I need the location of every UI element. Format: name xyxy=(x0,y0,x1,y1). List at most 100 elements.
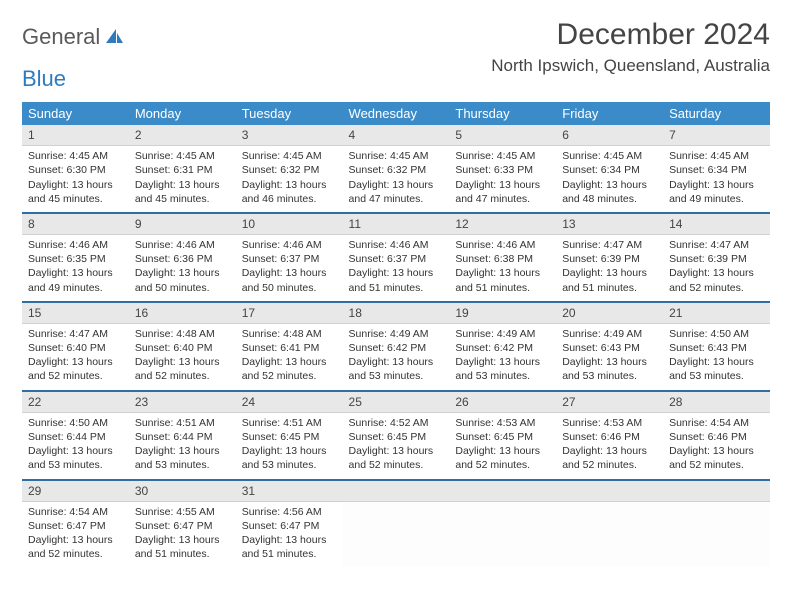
calendar-cell: 22Sunrise: 4:50 AMSunset: 6:44 PMDayligh… xyxy=(22,391,129,480)
daylight-text: Daylight: 13 hours and 51 minutes. xyxy=(242,533,337,561)
calendar-cell: 21Sunrise: 4:50 AMSunset: 6:43 PMDayligh… xyxy=(663,302,770,391)
day-number: 28 xyxy=(663,392,770,413)
daylight-text: Daylight: 13 hours and 46 minutes. xyxy=(242,178,337,206)
sunrise-text: Sunrise: 4:45 AM xyxy=(135,149,230,163)
brand-logo: General xyxy=(22,18,124,50)
sunset-text: Sunset: 6:40 PM xyxy=(135,341,230,355)
daylight-text: Daylight: 13 hours and 53 minutes. xyxy=(349,355,444,383)
day-number: 14 xyxy=(663,214,770,235)
daylight-text: Daylight: 13 hours and 47 minutes. xyxy=(349,178,444,206)
dayheader-fri: Friday xyxy=(556,102,663,125)
day-body: Sunrise: 4:45 AMSunset: 6:30 PMDaylight:… xyxy=(22,146,129,212)
daylight-text: Daylight: 13 hours and 52 minutes. xyxy=(135,355,230,383)
sunrise-text: Sunrise: 4:52 AM xyxy=(349,416,444,430)
calendar-cell: 9Sunrise: 4:46 AMSunset: 6:36 PMDaylight… xyxy=(129,213,236,302)
day-number: 15 xyxy=(22,303,129,324)
sunrise-text: Sunrise: 4:48 AM xyxy=(242,327,337,341)
daylight-text: Daylight: 13 hours and 53 minutes. xyxy=(562,355,657,383)
calendar-cell: 19Sunrise: 4:49 AMSunset: 6:42 PMDayligh… xyxy=(449,302,556,391)
day-number: 13 xyxy=(556,214,663,235)
day-body: Sunrise: 4:47 AMSunset: 6:39 PMDaylight:… xyxy=(663,235,770,301)
day-number: 23 xyxy=(129,392,236,413)
day-body: Sunrise: 4:50 AMSunset: 6:43 PMDaylight:… xyxy=(663,324,770,390)
day-body: Sunrise: 4:48 AMSunset: 6:40 PMDaylight:… xyxy=(129,324,236,390)
sunset-text: Sunset: 6:36 PM xyxy=(135,252,230,266)
sunset-text: Sunset: 6:38 PM xyxy=(455,252,550,266)
daylight-text: Daylight: 13 hours and 45 minutes. xyxy=(135,178,230,206)
sunrise-text: Sunrise: 4:53 AM xyxy=(455,416,550,430)
daylight-text: Daylight: 13 hours and 51 minutes. xyxy=(455,266,550,294)
calendar-cell: 30Sunrise: 4:55 AMSunset: 6:47 PMDayligh… xyxy=(129,480,236,568)
sunset-text: Sunset: 6:32 PM xyxy=(242,163,337,177)
daylight-text: Daylight: 13 hours and 45 minutes. xyxy=(28,178,123,206)
sunrise-text: Sunrise: 4:46 AM xyxy=(455,238,550,252)
day-body: Sunrise: 4:46 AMSunset: 6:38 PMDaylight:… xyxy=(449,235,556,301)
daylight-text: Daylight: 13 hours and 52 minutes. xyxy=(28,355,123,383)
sunrise-text: Sunrise: 4:49 AM xyxy=(455,327,550,341)
sunrise-text: Sunrise: 4:46 AM xyxy=(349,238,444,252)
daylight-text: Daylight: 13 hours and 52 minutes. xyxy=(562,444,657,472)
day-number: 17 xyxy=(236,303,343,324)
dayheader-wed: Wednesday xyxy=(343,102,450,125)
day-number: 1 xyxy=(22,125,129,146)
daylight-text: Daylight: 13 hours and 52 minutes. xyxy=(669,444,764,472)
day-number: 24 xyxy=(236,392,343,413)
empty-body xyxy=(663,502,770,560)
sunrise-text: Sunrise: 4:45 AM xyxy=(242,149,337,163)
calendar-cell: 31Sunrise: 4:56 AMSunset: 6:47 PMDayligh… xyxy=(236,480,343,568)
sunrise-text: Sunrise: 4:45 AM xyxy=(349,149,444,163)
calendar-cell: 13Sunrise: 4:47 AMSunset: 6:39 PMDayligh… xyxy=(556,213,663,302)
daylight-text: Daylight: 13 hours and 53 minutes. xyxy=(669,355,764,383)
daylight-text: Daylight: 13 hours and 53 minutes. xyxy=(242,444,337,472)
daylight-text: Daylight: 13 hours and 49 minutes. xyxy=(669,178,764,206)
day-body: Sunrise: 4:45 AMSunset: 6:32 PMDaylight:… xyxy=(236,146,343,212)
daylight-text: Daylight: 13 hours and 52 minutes. xyxy=(349,444,444,472)
day-body: Sunrise: 4:54 AMSunset: 6:46 PMDaylight:… xyxy=(663,413,770,479)
dayheader-sun: Sunday xyxy=(22,102,129,125)
day-number: 4 xyxy=(343,125,450,146)
calendar-cell: 15Sunrise: 4:47 AMSunset: 6:40 PMDayligh… xyxy=(22,302,129,391)
calendar-cell: 25Sunrise: 4:52 AMSunset: 6:45 PMDayligh… xyxy=(343,391,450,480)
calendar-table: Sunday Monday Tuesday Wednesday Thursday… xyxy=(22,102,770,567)
sunset-text: Sunset: 6:42 PM xyxy=(455,341,550,355)
sunset-text: Sunset: 6:47 PM xyxy=(242,519,337,533)
daylight-text: Daylight: 13 hours and 47 minutes. xyxy=(455,178,550,206)
day-number: 20 xyxy=(556,303,663,324)
calendar-cell: 5Sunrise: 4:45 AMSunset: 6:33 PMDaylight… xyxy=(449,125,556,213)
sunset-text: Sunset: 6:37 PM xyxy=(349,252,444,266)
sunset-text: Sunset: 6:47 PM xyxy=(135,519,230,533)
sunset-text: Sunset: 6:45 PM xyxy=(242,430,337,444)
empty-body xyxy=(449,502,556,560)
calendar-cell: 1Sunrise: 4:45 AMSunset: 6:30 PMDaylight… xyxy=(22,125,129,213)
day-body: Sunrise: 4:48 AMSunset: 6:41 PMDaylight:… xyxy=(236,324,343,390)
day-body: Sunrise: 4:45 AMSunset: 6:34 PMDaylight:… xyxy=(663,146,770,212)
day-body: Sunrise: 4:46 AMSunset: 6:36 PMDaylight:… xyxy=(129,235,236,301)
calendar-cell: 20Sunrise: 4:49 AMSunset: 6:43 PMDayligh… xyxy=(556,302,663,391)
sunset-text: Sunset: 6:43 PM xyxy=(562,341,657,355)
calendar-week: 15Sunrise: 4:47 AMSunset: 6:40 PMDayligh… xyxy=(22,302,770,391)
day-body: Sunrise: 4:47 AMSunset: 6:40 PMDaylight:… xyxy=(22,324,129,390)
sunset-text: Sunset: 6:34 PM xyxy=(562,163,657,177)
daylight-text: Daylight: 13 hours and 51 minutes. xyxy=(349,266,444,294)
day-number: 2 xyxy=(129,125,236,146)
sunset-text: Sunset: 6:37 PM xyxy=(242,252,337,266)
day-number: 21 xyxy=(663,303,770,324)
sunrise-text: Sunrise: 4:54 AM xyxy=(28,505,123,519)
day-number: 3 xyxy=(236,125,343,146)
day-number: 26 xyxy=(449,392,556,413)
day-body: Sunrise: 4:49 AMSunset: 6:42 PMDaylight:… xyxy=(449,324,556,390)
empty-body xyxy=(556,502,663,560)
sunset-text: Sunset: 6:40 PM xyxy=(28,341,123,355)
location-text: North Ipswich, Queensland, Australia xyxy=(491,56,770,76)
day-number: 31 xyxy=(236,481,343,502)
sunrise-text: Sunrise: 4:49 AM xyxy=(349,327,444,341)
sunset-text: Sunset: 6:41 PM xyxy=(242,341,337,355)
day-number: 5 xyxy=(449,125,556,146)
sunset-text: Sunset: 6:46 PM xyxy=(669,430,764,444)
day-number: 18 xyxy=(343,303,450,324)
title-block: December 2024 North Ipswich, Queensland,… xyxy=(491,18,770,76)
daylight-text: Daylight: 13 hours and 50 minutes. xyxy=(135,266,230,294)
day-body: Sunrise: 4:51 AMSunset: 6:44 PMDaylight:… xyxy=(129,413,236,479)
sunset-text: Sunset: 6:45 PM xyxy=(455,430,550,444)
sunset-text: Sunset: 6:45 PM xyxy=(349,430,444,444)
